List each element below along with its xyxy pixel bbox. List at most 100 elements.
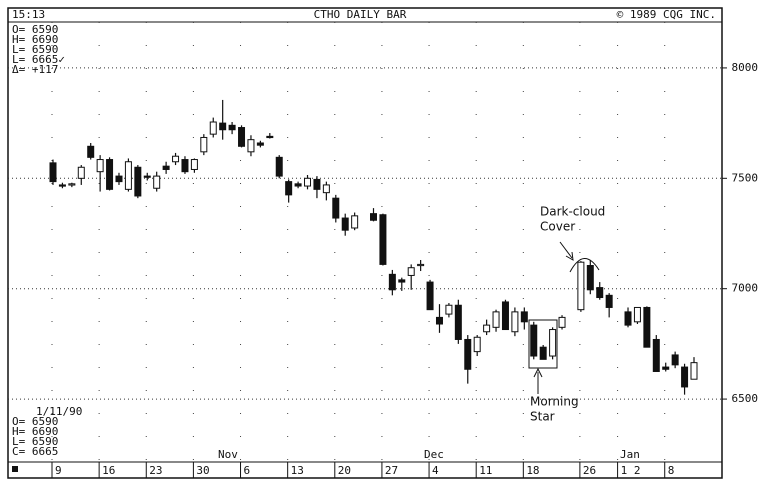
arrow-head xyxy=(565,251,574,261)
candle-body xyxy=(266,135,274,139)
info-text: Δ= +117 xyxy=(12,63,58,76)
x-tick-label: 11 xyxy=(479,464,492,477)
candle-body xyxy=(209,121,217,135)
candle-body xyxy=(690,362,698,380)
x-tick-label: 26 xyxy=(583,464,596,477)
candle-body xyxy=(143,175,151,178)
candle-body xyxy=(153,175,161,189)
arrow-head xyxy=(533,367,543,378)
candle-body xyxy=(294,183,302,187)
x-tick-label: 16 xyxy=(102,464,115,477)
candle-body xyxy=(549,329,557,357)
candle-body xyxy=(247,139,255,153)
candle-body xyxy=(228,124,236,131)
x-tick-label: 30 xyxy=(196,464,209,477)
candle-body xyxy=(285,181,293,196)
candle-body xyxy=(492,311,500,328)
frame xyxy=(7,7,723,479)
morning-star-box xyxy=(528,319,558,369)
candle-body xyxy=(577,261,585,311)
info-text: H= 6690 xyxy=(12,33,58,46)
candle-body xyxy=(238,127,246,147)
candle-body xyxy=(643,306,651,348)
annotation: Dark-cloud xyxy=(540,205,605,219)
x-tick-label: 18 xyxy=(526,464,539,477)
info-text: L= 6590 xyxy=(12,43,58,56)
candle-body xyxy=(275,156,283,177)
candle-body xyxy=(652,338,660,372)
candle-body xyxy=(624,311,632,326)
candle-body xyxy=(162,165,170,170)
dark-cloud-arc xyxy=(569,258,600,273)
candle-body xyxy=(172,155,180,163)
candle-body xyxy=(633,306,641,323)
candle-body xyxy=(539,346,547,360)
candle-body xyxy=(379,214,387,265)
candle-body xyxy=(49,162,57,183)
candle-body xyxy=(68,183,76,186)
month-label: Dec xyxy=(424,448,444,461)
candle-body xyxy=(313,178,321,190)
candle-body xyxy=(96,159,104,173)
candle-body xyxy=(435,316,443,325)
annotation: Cover xyxy=(540,220,575,234)
info-text: O= 6590 xyxy=(12,23,58,36)
candle-body xyxy=(256,142,264,146)
x-tick-label: 4 xyxy=(432,464,439,477)
candle-body xyxy=(596,287,604,299)
candle-body xyxy=(351,215,359,229)
annotation: Morning xyxy=(530,395,579,409)
y-tick-label: 7000 xyxy=(732,282,759,295)
header-time: 15:13 xyxy=(12,8,45,21)
info-text: L= 6665✓ xyxy=(12,53,65,66)
x-tick-label: 8 xyxy=(668,464,675,477)
month-label: Nov xyxy=(218,448,238,461)
info-text: C= 6665 xyxy=(12,445,58,458)
candle-body xyxy=(124,161,132,190)
x-tick-label: 27 xyxy=(385,464,398,477)
candle-body xyxy=(473,336,481,353)
candle-body xyxy=(483,324,491,333)
y-tick-label: 7500 xyxy=(732,171,759,184)
candle-body xyxy=(77,166,85,179)
candle-body xyxy=(407,267,415,276)
candle-body xyxy=(370,213,377,221)
annotation: Star xyxy=(530,410,555,424)
candle-body xyxy=(454,304,462,340)
candle-body xyxy=(605,294,613,308)
header-title: CTHO DAILY BAR xyxy=(314,8,407,21)
candle-body xyxy=(671,354,679,366)
month-label: Jan xyxy=(620,448,640,461)
header-copyright: © 1989 CQG INC. xyxy=(617,8,716,21)
candle-body xyxy=(398,279,406,283)
candle-body xyxy=(388,273,396,291)
candle-body xyxy=(464,338,472,370)
candle-body xyxy=(520,311,528,323)
candle-body xyxy=(426,281,434,311)
candle-body xyxy=(134,166,142,197)
candle-body xyxy=(511,311,519,333)
info-text: L= 6590 xyxy=(12,435,58,448)
x-tick-label: 20 xyxy=(338,464,351,477)
arrow xyxy=(559,241,573,259)
candle-body xyxy=(681,366,689,388)
x-tick-label: 13 xyxy=(291,464,304,477)
candle-body xyxy=(586,265,594,291)
candle-body xyxy=(200,136,208,153)
candle-body xyxy=(304,177,312,187)
candle-body xyxy=(662,366,670,370)
x-tick-label: 1 2 xyxy=(621,464,641,477)
candle-body xyxy=(530,324,538,357)
y-tick-label: 6500 xyxy=(732,392,759,405)
info-text: H= 6690 xyxy=(12,425,58,438)
candle-body xyxy=(181,159,189,173)
info-text: 1/11/90 xyxy=(36,405,82,418)
candle-body xyxy=(558,316,566,328)
candle-body xyxy=(219,122,227,131)
x-tick-label: 6 xyxy=(244,464,251,477)
x-tick-label: 9 xyxy=(55,464,62,477)
candle-body xyxy=(115,175,123,183)
info-text: O= 6590 xyxy=(12,415,58,428)
candle-body xyxy=(501,301,509,331)
